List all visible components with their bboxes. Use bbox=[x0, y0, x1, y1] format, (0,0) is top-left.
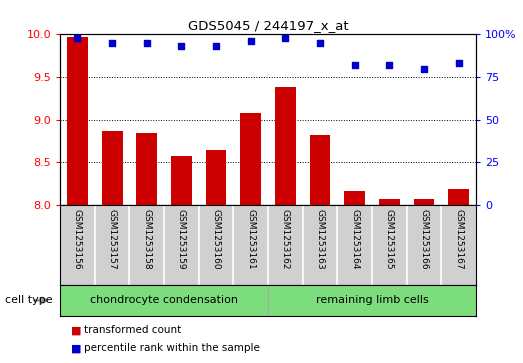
Point bbox=[108, 40, 116, 46]
Bar bbox=[60, 285, 268, 316]
Point bbox=[316, 40, 324, 46]
Title: GDS5045 / 244197_x_at: GDS5045 / 244197_x_at bbox=[188, 19, 348, 32]
Point bbox=[212, 44, 220, 49]
Bar bbox=[241, 113, 261, 205]
Bar bbox=[448, 189, 469, 205]
Bar bbox=[310, 135, 331, 205]
Text: GSM1253161: GSM1253161 bbox=[246, 209, 255, 270]
Text: ■: ■ bbox=[71, 343, 81, 354]
Bar bbox=[67, 37, 88, 205]
Bar bbox=[171, 156, 192, 205]
Bar bbox=[344, 191, 365, 205]
Point bbox=[143, 40, 151, 46]
Bar bbox=[101, 131, 122, 205]
Text: GSM1253163: GSM1253163 bbox=[315, 209, 324, 270]
Text: cell type: cell type bbox=[5, 295, 53, 305]
Text: ■: ■ bbox=[71, 325, 81, 335]
Bar bbox=[275, 87, 295, 205]
Bar bbox=[137, 134, 157, 205]
Bar bbox=[414, 199, 434, 205]
Text: GSM1253160: GSM1253160 bbox=[212, 209, 221, 270]
Text: GSM1253167: GSM1253167 bbox=[454, 209, 463, 270]
Point bbox=[177, 44, 186, 49]
Point bbox=[385, 62, 393, 68]
Point bbox=[420, 66, 428, 72]
Text: chondrocyte condensation: chondrocyte condensation bbox=[90, 295, 238, 305]
Point bbox=[281, 35, 290, 41]
Bar bbox=[379, 199, 400, 205]
Text: GSM1253166: GSM1253166 bbox=[419, 209, 428, 270]
Text: GSM1253165: GSM1253165 bbox=[385, 209, 394, 270]
Text: GSM1253164: GSM1253164 bbox=[350, 209, 359, 270]
Bar bbox=[268, 285, 476, 316]
Text: transformed count: transformed count bbox=[84, 325, 181, 335]
Point bbox=[454, 61, 463, 66]
Bar bbox=[206, 150, 226, 205]
Text: GSM1253156: GSM1253156 bbox=[73, 209, 82, 270]
Text: GSM1253157: GSM1253157 bbox=[108, 209, 117, 270]
Text: GSM1253158: GSM1253158 bbox=[142, 209, 151, 270]
Point bbox=[73, 35, 82, 41]
Text: GSM1253159: GSM1253159 bbox=[177, 209, 186, 270]
Point bbox=[350, 62, 359, 68]
Text: percentile rank within the sample: percentile rank within the sample bbox=[84, 343, 259, 354]
Text: GSM1253162: GSM1253162 bbox=[281, 209, 290, 270]
Text: remaining limb cells: remaining limb cells bbox=[315, 295, 428, 305]
Point bbox=[246, 38, 255, 44]
